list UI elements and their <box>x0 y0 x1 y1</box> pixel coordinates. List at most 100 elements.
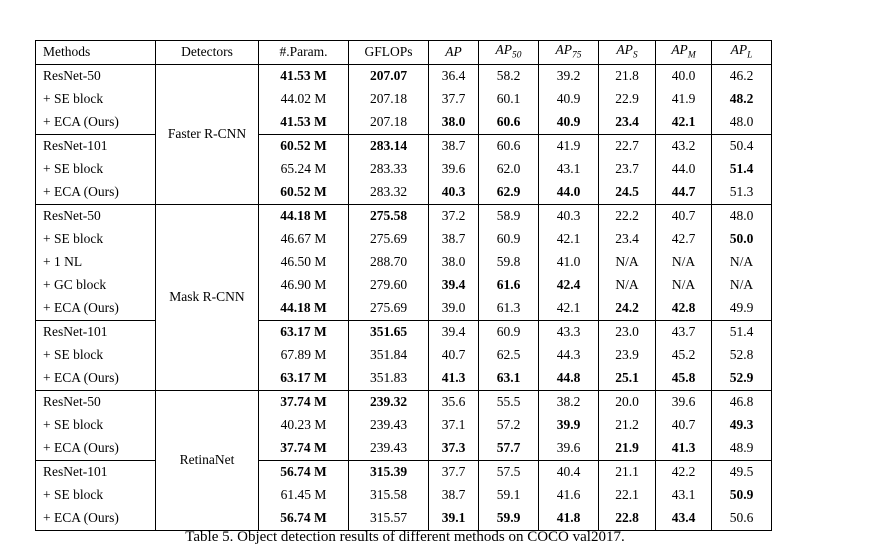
value-cell: 41.6 <box>538 484 599 507</box>
detector-cell: Faster R-CNN <box>155 64 259 205</box>
value-cell: 39.4 <box>428 320 479 344</box>
table-row: + SE block 46.67 M 275.69 38.7 60.9 42.1 23.4 4… <box>35 228 772 251</box>
column-header-ap50: AP50 <box>478 40 539 65</box>
value-cell: 315.58 <box>348 484 429 507</box>
value-cell: 25.1 <box>598 367 656 391</box>
value-cell: 56.74 M <box>258 507 349 531</box>
value-cell: 288.70 <box>348 251 429 274</box>
method-cell: ResNet-50 <box>35 64 156 88</box>
value-cell: 36.4 <box>428 64 479 88</box>
method-cell: + SE block <box>35 158 156 181</box>
value-cell: 42.4 <box>538 274 599 297</box>
column-header-aps: APS <box>598 40 656 65</box>
value-cell: 279.60 <box>348 274 429 297</box>
value-cell: 40.7 <box>428 344 479 367</box>
value-cell: 42.1 <box>538 297 599 321</box>
value-cell: 46.2 <box>711 64 772 88</box>
method-cell: ResNet-50 <box>35 390 156 414</box>
detector-cell: RetinaNet <box>155 390 259 531</box>
value-cell: 49.9 <box>711 297 772 321</box>
value-cell: 43.2 <box>655 134 712 158</box>
value-cell: 39.4 <box>428 274 479 297</box>
value-cell: 59.1 <box>478 484 539 507</box>
value-cell: 48.0 <box>711 111 772 135</box>
value-cell: 43.3 <box>538 320 599 344</box>
value-cell: 38.7 <box>428 134 479 158</box>
value-cell: 57.2 <box>478 414 539 437</box>
value-cell: 60.52 M <box>258 134 349 158</box>
value-cell: 41.0 <box>538 251 599 274</box>
value-cell: 63.17 M <box>258 320 349 344</box>
value-cell: 62.5 <box>478 344 539 367</box>
value-cell: 60.9 <box>478 320 539 344</box>
value-cell: 40.4 <box>538 460 599 484</box>
value-cell: 41.53 M <box>258 111 349 135</box>
table-row: + SE block 65.24 M 283.33 39.6 62.0 43.1 23.7 4… <box>35 158 772 181</box>
value-cell: 67.89 M <box>258 344 349 367</box>
value-cell: 44.8 <box>538 367 599 391</box>
value-cell: 48.9 <box>711 437 772 461</box>
table-row: + 1 NL 46.50 M 288.70 38.0 59.8 41.0 N/A N/A N/A <box>35 251 772 274</box>
value-cell: 22.2 <box>598 204 656 228</box>
value-cell: 41.53 M <box>258 64 349 88</box>
value-cell: 44.18 M <box>258 204 349 228</box>
table-row: ResNet-101 63.17 M 351.65 39.4 60.9 43.3 23.0 4… <box>35 320 772 344</box>
value-cell: 39.2 <box>538 64 599 88</box>
value-cell: 275.69 <box>348 228 429 251</box>
value-cell: 60.1 <box>478 88 539 111</box>
column-header-apl: APL <box>711 40 772 65</box>
method-cell: ResNet-101 <box>35 320 156 344</box>
value-cell: 40.7 <box>655 204 712 228</box>
value-cell: 61.6 <box>478 274 539 297</box>
value-cell: 21.8 <box>598 64 656 88</box>
value-cell: 60.9 <box>478 228 539 251</box>
value-cell: 60.52 M <box>258 181 349 205</box>
value-cell: 42.7 <box>655 228 712 251</box>
value-cell: 35.6 <box>428 390 479 414</box>
value-cell: 41.9 <box>538 134 599 158</box>
value-cell: 52.9 <box>711 367 772 391</box>
value-cell: 44.18 M <box>258 297 349 321</box>
table-row: + ECA (Ours) 56.74 M 315.57 39.1 59.9 41.8 22.… <box>35 507 772 531</box>
value-cell: 52.8 <box>711 344 772 367</box>
value-cell: 39.9 <box>538 414 599 437</box>
value-cell: 38.7 <box>428 484 479 507</box>
value-cell: 48.2 <box>711 88 772 111</box>
value-cell: 239.43 <box>348 414 429 437</box>
value-cell: N/A <box>655 251 712 274</box>
value-cell: 23.4 <box>598 111 656 135</box>
value-cell: 39.6 <box>428 158 479 181</box>
method-cell: ResNet-101 <box>35 460 156 484</box>
value-cell: 56.74 M <box>258 460 349 484</box>
value-cell: 351.83 <box>348 367 429 391</box>
value-cell: 42.1 <box>538 228 599 251</box>
value-cell: 43.1 <box>655 484 712 507</box>
value-cell: 41.9 <box>655 88 712 111</box>
column-header-detectors: Detectors <box>155 40 259 65</box>
value-cell: 23.4 <box>598 228 656 251</box>
value-cell: 39.6 <box>655 390 712 414</box>
value-cell: 42.1 <box>655 111 712 135</box>
value-cell: 57.7 <box>478 437 539 461</box>
column-header-ap: AP <box>428 40 479 65</box>
method-cell: + ECA (Ours) <box>35 437 156 461</box>
value-cell: 51.3 <box>711 181 772 205</box>
method-cell: ResNet-101 <box>35 134 156 158</box>
value-cell: 22.7 <box>598 134 656 158</box>
value-cell: 22.1 <box>598 484 656 507</box>
table-row: + ECA (Ours) 37.74 M 239.43 37.3 57.7 39.6 21.… <box>35 437 772 461</box>
method-cell: + SE block <box>35 88 156 111</box>
method-cell: + ECA (Ours) <box>35 297 156 321</box>
value-cell: 38.0 <box>428 111 479 135</box>
value-cell: 21.1 <box>598 460 656 484</box>
table-row: ResNet-101 60.52 M 283.14 38.7 60.6 41.9 22.7 4… <box>35 134 772 158</box>
value-cell: 23.9 <box>598 344 656 367</box>
value-cell: N/A <box>711 274 772 297</box>
value-cell: 45.2 <box>655 344 712 367</box>
value-cell: 40.3 <box>428 181 479 205</box>
value-cell: 239.32 <box>348 390 429 414</box>
table-row: + ECA (Ours) 44.18 M 275.69 39.0 61.3 42.1 24.… <box>35 297 772 321</box>
value-cell: 50.4 <box>711 134 772 158</box>
value-cell: 40.3 <box>538 204 599 228</box>
